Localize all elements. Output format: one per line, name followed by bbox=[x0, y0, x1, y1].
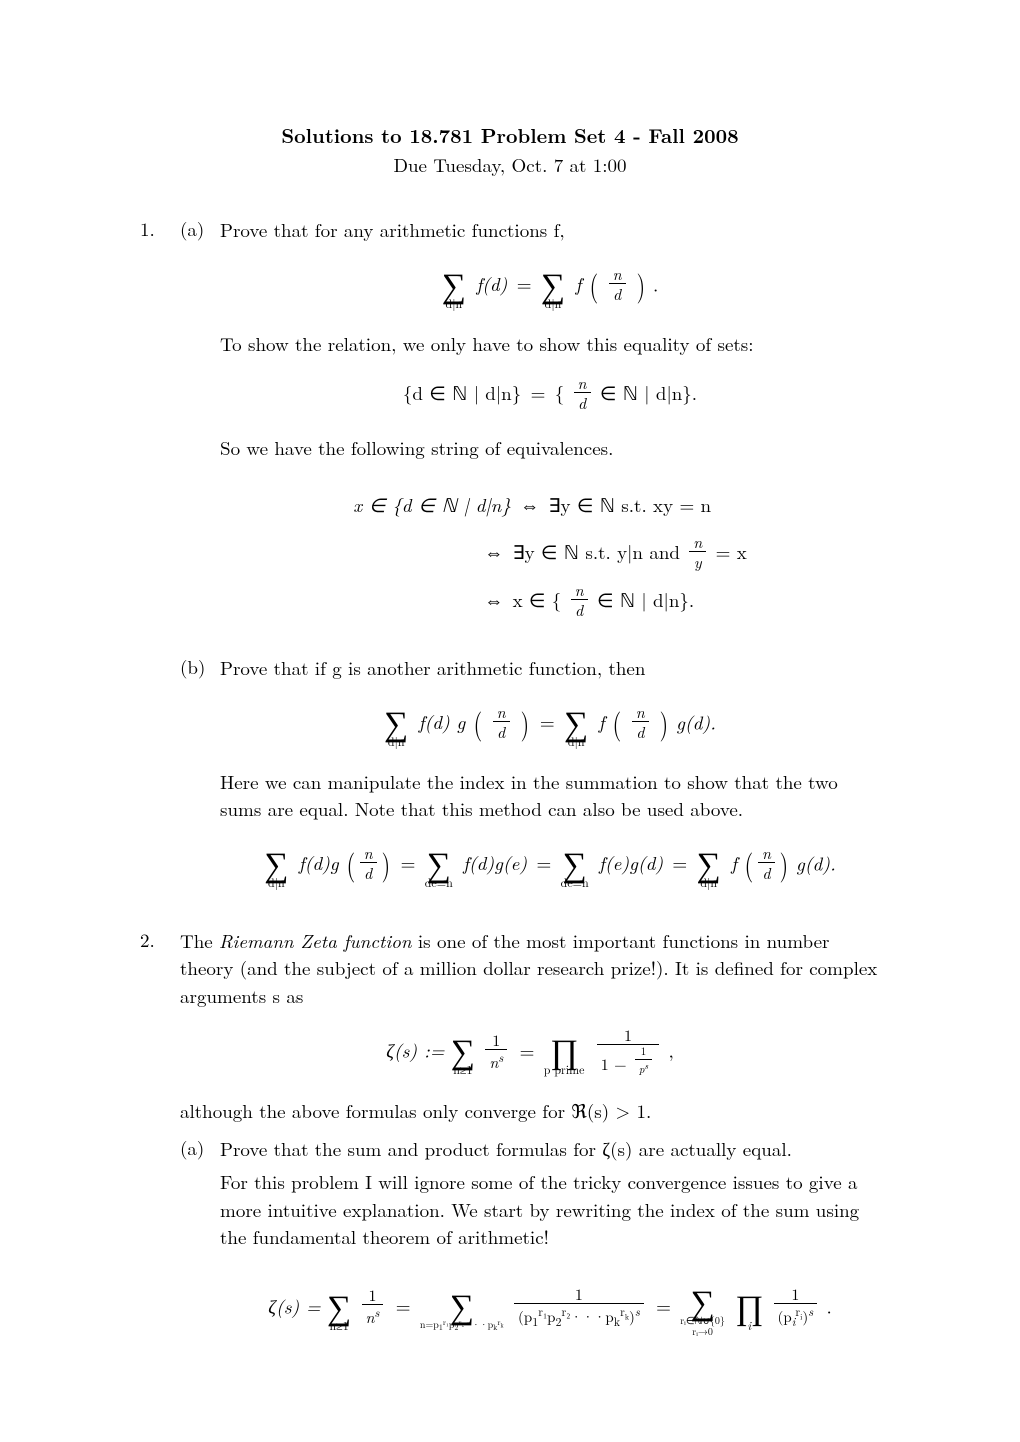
fin-s1-sub: n≥1 bbox=[327, 1320, 351, 1332]
p1b-rhs-a: f bbox=[599, 708, 605, 735]
zeta-tail: , bbox=[669, 1037, 674, 1064]
p1b-sub-l: d|n bbox=[384, 736, 408, 748]
chain-r3-d: d bbox=[571, 600, 588, 621]
p1a-line2: To show the relation, we only have to sh… bbox=[220, 330, 880, 358]
problem-1a: (a) Prove that for any arithmetic functi… bbox=[180, 216, 880, 644]
chain-r1-rhs: ∃y ∈ ℕ s.t. xy = n bbox=[549, 491, 712, 518]
eq1-tail: . bbox=[653, 270, 658, 297]
p1b-sub-r: d|n bbox=[564, 736, 588, 748]
eq2-eq: = bbox=[531, 379, 546, 406]
p1b-frac-n: n bbox=[493, 702, 510, 722]
p2-intro-a: The bbox=[180, 927, 219, 954]
chain-r3-n: n bbox=[571, 580, 588, 600]
page: Solutions to 18.781 Problem Set 4 - Fall… bbox=[0, 0, 1020, 1442]
p1a-statement: Prove that for any arithmetic functions … bbox=[220, 216, 880, 244]
problem-1a-label: (a) bbox=[180, 216, 220, 644]
chain-r2-d: y bbox=[689, 552, 706, 573]
p1b-frac-n2: n bbox=[632, 702, 649, 722]
fin-s1-n: 1 bbox=[362, 1285, 384, 1305]
p1a-chain: x ∈ {d ∈ ℕ | d|n} ⇔ ∃y ∈ ℕ s.t. xy = n ⇔… bbox=[220, 478, 880, 624]
chain-r2-b: = x bbox=[716, 538, 747, 565]
problem-2a: (a) Prove that the sum and product formu… bbox=[180, 1135, 880, 1357]
p1b-c-sub2: de=n bbox=[425, 877, 453, 889]
zeta-in: 1 bbox=[635, 1045, 652, 1059]
p1b-c-t4b: g(d). bbox=[796, 849, 836, 876]
p1b-c-t1a: f(d)g bbox=[299, 849, 339, 876]
eq2-lhs: {d ∈ ℕ | d|n} bbox=[403, 379, 521, 406]
p1b-statement: Prove that if g is another arithmetic fu… bbox=[220, 654, 880, 682]
p1b-c4n: n bbox=[758, 843, 775, 863]
fin-s1-e: s bbox=[375, 1304, 380, 1321]
zeta-sn: 1 bbox=[485, 1030, 507, 1050]
zeta-sum-sub: n≥1 bbox=[451, 1064, 475, 1076]
zeta-eq: = bbox=[520, 1037, 535, 1064]
p1a-statement-text: Prove that for any arithmetic functions … bbox=[220, 216, 565, 243]
p1b-frac-d: d bbox=[493, 722, 510, 743]
zeta-lhs: ζ(s) := bbox=[386, 1037, 444, 1064]
p1a-line3: So we have the following string of equiv… bbox=[220, 434, 880, 462]
doc-title: Solutions to 18.781 Problem Set 4 - Fall… bbox=[140, 120, 880, 149]
eq1-frac-d: d bbox=[609, 284, 626, 305]
fin-s3-l2: rᵢ→0 bbox=[692, 1324, 713, 1338]
p1a-eq1: ∑d|n f(d) = ∑d|n f ( nd ) . bbox=[220, 260, 880, 310]
p1b-c-t3: f(e)g(d) bbox=[599, 849, 663, 876]
fin-s1-d: n bbox=[366, 1305, 375, 1328]
problem-2-number: 2. bbox=[140, 927, 180, 1367]
p1b-c-t4a: f bbox=[731, 849, 737, 876]
p1b-eq: ∑d|n f(d) g ( nd ) = ∑d|n f ( nd ) g(d). bbox=[220, 698, 880, 748]
chain-iff-3: ⇔ bbox=[484, 586, 503, 613]
fin-last-n: 1 bbox=[774, 1284, 818, 1304]
chain-iff-1: ⇔ bbox=[520, 491, 539, 518]
problem-2: 2. The Riemann Zeta function is one of t… bbox=[140, 927, 880, 1367]
p2a-para1: For this problem I will ignore some of t… bbox=[220, 1168, 880, 1251]
eq2-n: n bbox=[574, 373, 591, 393]
p1b-c1n: n bbox=[360, 843, 377, 863]
p1b-chain: ∑d|n f(d)g (nd) = ∑de=n f(d)g(e) = ∑de=n… bbox=[220, 839, 880, 889]
p2-zeta-def: ζ(s) := ∑n≥1 1ns = ∏p prime 1 1 − 1ps , bbox=[180, 1025, 880, 1077]
fin-tail: . bbox=[826, 1292, 831, 1319]
zeta-sexp: s bbox=[498, 1049, 503, 1066]
p1b-lhs-a: f(d) g bbox=[419, 708, 466, 735]
problem-1-number: 1. bbox=[140, 216, 180, 919]
p1b-c4d: d bbox=[758, 863, 775, 884]
chain-r2-a: ∃y ∈ ℕ s.t. y|n and bbox=[513, 538, 687, 565]
p1b-c1d: d bbox=[360, 863, 377, 884]
p2a-final: ζ(s) = ∑n≥1 1ns = ∑n=p1r₁p2r₂···pkrk 1 (… bbox=[220, 1277, 880, 1337]
eq2-rest: ∈ ℕ | d|n}. bbox=[600, 379, 697, 406]
chain-r1-lhs: x ∈ {d ∈ ℕ | d|n} bbox=[353, 491, 511, 518]
eq1-lhs-term: f(d) bbox=[476, 270, 507, 297]
eq1-rhs-f: f bbox=[575, 270, 581, 297]
chain-r2-n: n bbox=[689, 532, 706, 552]
p2-intro-italic: Riemann Zeta function bbox=[219, 927, 412, 954]
doc-subtitle: Due Tuesday, Oct. 7 at 1:00 bbox=[140, 151, 880, 178]
zeta-prod-sub: p prime bbox=[544, 1064, 585, 1076]
p2a-statement: Prove that the sum and product formulas … bbox=[220, 1135, 880, 1163]
eq2-open: { bbox=[555, 379, 565, 406]
p1b-frac-d2: d bbox=[632, 722, 649, 743]
p1b-para1: Here we can manipulate the index in the … bbox=[220, 768, 880, 823]
zeta-pn: 1 bbox=[597, 1025, 659, 1045]
fin-mid-n: 1 bbox=[514, 1284, 644, 1304]
p1a-eq2: {d ∈ ℕ | d|n} = { nd ∈ ℕ | d|n}. bbox=[220, 373, 880, 414]
p1b-eq: = bbox=[540, 708, 555, 735]
p2-intro: The Riemann Zeta function is one of the … bbox=[180, 927, 880, 1010]
p1b-c-t2: f(d)g(e) bbox=[463, 849, 527, 876]
chain-r3-b: ∈ ℕ | d|n}. bbox=[597, 586, 694, 613]
problem-1b-label: (b) bbox=[180, 654, 220, 909]
p2-converge: although the above formulas only converg… bbox=[180, 1097, 880, 1125]
problem-1b: (b) Prove that if g is another arithmeti… bbox=[180, 654, 880, 909]
zeta-sd: n bbox=[489, 1050, 498, 1073]
problem-2a-label: (a) bbox=[180, 1135, 220, 1357]
eq2-d: d bbox=[574, 393, 591, 414]
p1b-tail: g(d). bbox=[676, 708, 716, 735]
p1b-c-sub1: d|n bbox=[264, 877, 288, 889]
p1b-c-sub3: de=n bbox=[561, 877, 589, 889]
eq1-frac-n: n bbox=[609, 264, 626, 284]
zeta-ie: s bbox=[644, 1059, 648, 1072]
fin-lhs: ζ(s) = bbox=[268, 1292, 320, 1319]
chain-iff-2: ⇔ bbox=[484, 538, 503, 565]
zeta-pd-a: 1 − bbox=[601, 1053, 632, 1076]
problem-1: 1. (a) Prove that for any arithmetic fun… bbox=[140, 216, 880, 919]
chain-r3-a: x ∈ { bbox=[513, 586, 562, 613]
